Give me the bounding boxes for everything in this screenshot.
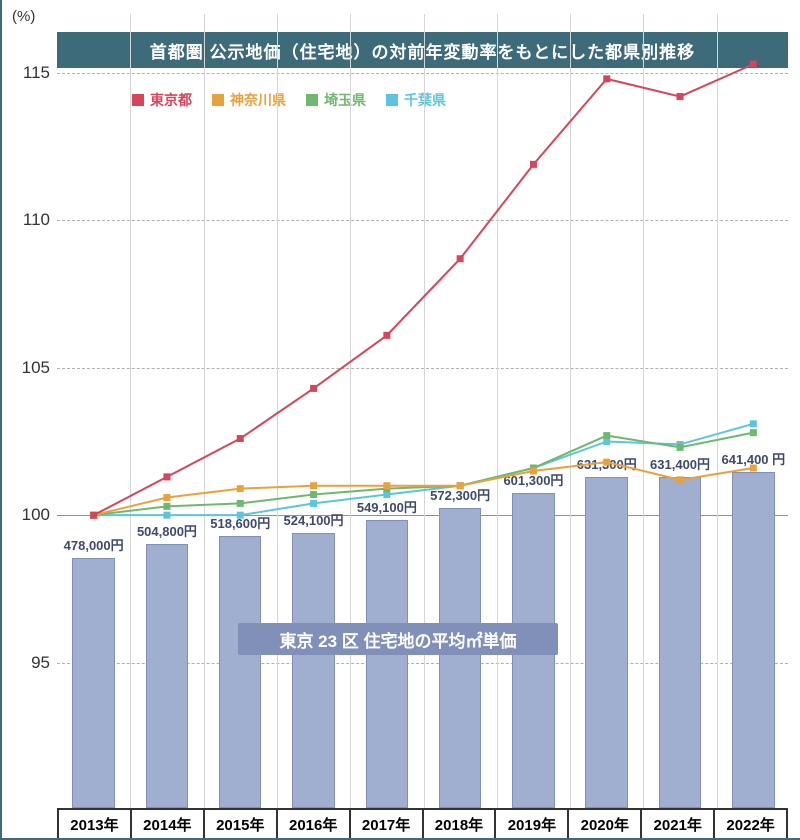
x-tick-label: 2021年 [642, 810, 715, 838]
y-axis-unit: (%) [12, 8, 35, 25]
bar-value-label: 631,300円 [577, 454, 637, 473]
bar [732, 472, 775, 808]
bars-area: 478,000円 504,800円 518,600円 524,100円 549,100円… [57, 14, 788, 808]
x-tick-label: 2014年 [132, 810, 205, 838]
x-tick-label: 2020年 [569, 810, 642, 838]
bar-value-label: 478,000円 [64, 535, 124, 554]
bar-value-label: 631,400円 [650, 454, 710, 473]
bar [146, 544, 189, 808]
bar-value-label: 524,100円 [284, 510, 344, 529]
bar-value-label: 549,100円 [357, 497, 417, 516]
y-tick-label: 100 [10, 505, 50, 525]
bar-value-label: 518,600円 [210, 513, 270, 532]
x-tick-label: 2017年 [351, 810, 424, 838]
x-tick-label: 2013年 [57, 810, 132, 838]
x-tick-label: 2016年 [278, 810, 351, 838]
chart-container: (%) 首都圏 公示地価（住宅地）の対前年変動率をもとにした都県別推移 東京都神… [0, 0, 800, 840]
bar [366, 520, 409, 808]
x-tick-label: 2015年 [205, 810, 278, 838]
bar-value-label: 601,300円 [503, 470, 563, 489]
bar-value-label: 504,800円 [137, 521, 197, 540]
bar-value-label: 572,300円 [430, 485, 490, 504]
x-axis: 2013年2014年2015年2016年2017年2018年2019年2020年… [57, 808, 788, 838]
bar [72, 558, 115, 808]
bar-value-label: 641,400 円 [722, 449, 786, 468]
x-tick-label: 2022年 [715, 810, 788, 838]
x-tick-label: 2019年 [496, 810, 569, 838]
y-tick-label: 105 [10, 358, 50, 378]
bar [219, 536, 262, 808]
bar [439, 508, 482, 808]
bar [292, 533, 335, 808]
y-tick-label: 115 [10, 63, 50, 83]
bar [585, 477, 628, 808]
bar [659, 477, 702, 808]
y-tick-label: 110 [10, 210, 50, 230]
y-tick-label: 95 [10, 653, 50, 673]
sub-title: 東京 23 区 住宅地の平均㎡単価 [238, 623, 558, 655]
x-tick-label: 2018年 [424, 810, 497, 838]
